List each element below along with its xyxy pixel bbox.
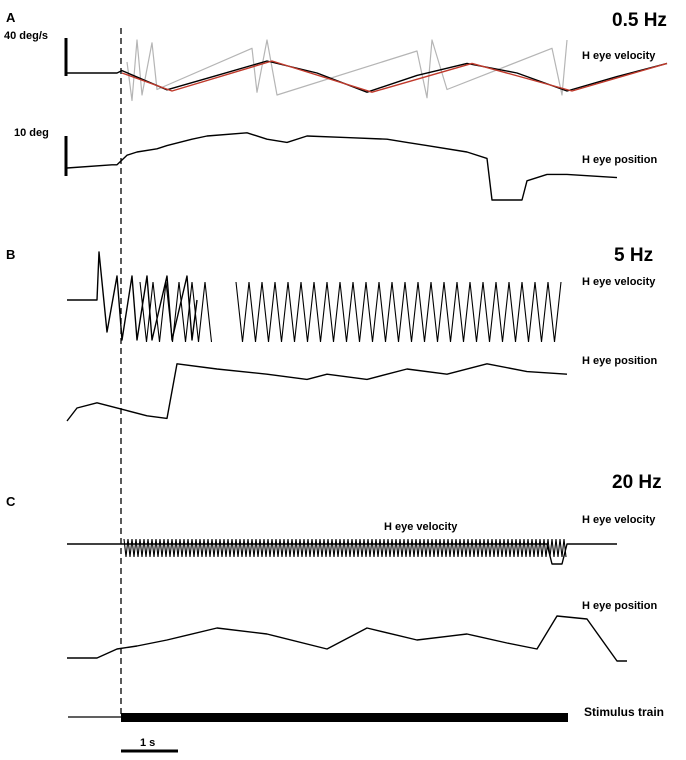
frequency-label-b: 5 Hz: [614, 245, 654, 266]
stimulus-train-bar: [121, 713, 568, 722]
velocity-label-a: H eye velocity: [582, 50, 656, 62]
velocity-trace-b: [67, 251, 198, 341]
saccade-trace-a: [126, 39, 568, 102]
position-trace-b: [66, 363, 568, 422]
panel-letter-a: A: [6, 10, 16, 25]
velocity-oscillation-b1: [139, 281, 213, 343]
velocity-oscillation-b2: [235, 281, 562, 343]
position-label-c: H eye position: [582, 600, 658, 612]
frequency-label-a: 0.5 Hz: [612, 10, 667, 31]
velocity-label-c: H eye velocity: [582, 514, 656, 526]
position-label-b: H eye position: [582, 355, 658, 367]
velocity-scale-label: 40 deg/s: [4, 30, 49, 42]
position-trace-a: [66, 132, 618, 201]
panel-letter-b: B: [6, 247, 16, 262]
velocity-fit-a: [121, 60, 668, 93]
velocity-oscillation-c: [123, 538, 567, 558]
velocity-label-b: H eye velocity: [582, 276, 656, 288]
time-scale-label: 1 s: [140, 737, 156, 749]
panel-letter-c: C: [6, 494, 16, 509]
position-label-a: H eye position: [582, 154, 658, 166]
position-scale-label: 10 deg: [14, 127, 49, 139]
frequency-label-c: 20 Hz: [612, 472, 662, 493]
velocity-trace-c: [67, 543, 617, 565]
position-trace-c: [67, 615, 627, 662]
stimulus-train-label: Stimulus train: [584, 705, 665, 719]
velocity-label-c-inset: H eye velocity: [384, 521, 458, 533]
